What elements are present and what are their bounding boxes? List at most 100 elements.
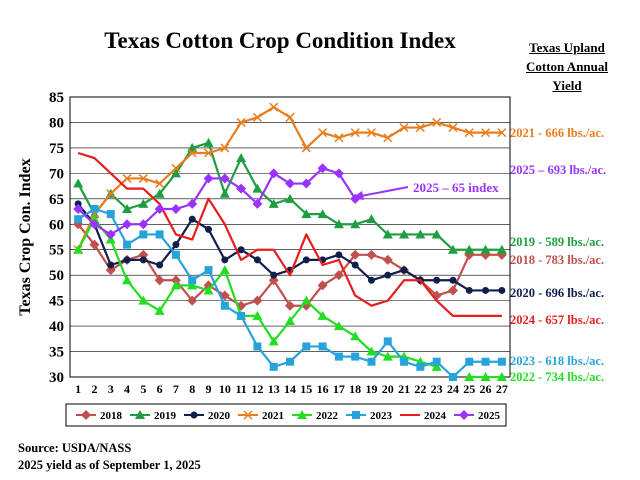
data-point-2022 (301, 295, 312, 305)
data-point-2018 (366, 249, 377, 260)
data-point-2025 (187, 198, 198, 209)
x-tick-label: 6 (157, 382, 163, 396)
data-point-2025 (138, 219, 149, 230)
marker-stroke (334, 133, 344, 143)
data-point-2025 (236, 183, 247, 194)
data-point-2021 (383, 133, 393, 143)
data-point-2023 (74, 215, 83, 224)
yield-label-2025: 2025 – 693 lbs./ac. (510, 163, 607, 177)
data-point-2020 (449, 276, 457, 284)
x-tick-label: 26 (480, 382, 492, 396)
data-point-2021 (138, 173, 148, 183)
data-point-2019 (301, 209, 312, 219)
data-point-2023 (155, 230, 164, 239)
data-point-2021 (415, 123, 425, 133)
legend-item-2023: 2023 (346, 410, 393, 422)
yield-label-2019: 2019 - 589 lbs./ac. (510, 235, 605, 249)
data-point-2019 (268, 198, 279, 208)
data-point-2023 (123, 240, 132, 249)
legend-marker (243, 410, 253, 420)
data-point-2019 (73, 178, 84, 188)
data-point-2021 (464, 128, 474, 138)
yield-date-note: 2025 yield as of September 1, 2025 (18, 458, 201, 472)
data-point-2022 (252, 310, 263, 320)
data-point-2018 (105, 265, 116, 276)
x-tick-label: 14 (284, 382, 296, 396)
data-point-2023 (171, 250, 180, 259)
marker-stroke (464, 128, 474, 138)
marker-stroke (481, 128, 491, 138)
y-tick-label: 70 (49, 166, 64, 182)
marker-stroke (399, 123, 409, 133)
annotation-arrowhead (352, 191, 364, 200)
data-point-2019 (382, 229, 393, 239)
data-point-2025 (170, 204, 181, 214)
legend-item-2025: 2025 (454, 410, 501, 422)
marker-stroke (366, 128, 377, 138)
y-tick-label: 80 (49, 115, 64, 131)
data-point-2019 (203, 137, 214, 147)
data-point-2021 (106, 189, 116, 199)
x-tick-label: 10 (219, 382, 231, 396)
marker-stroke (448, 123, 458, 133)
yield-label-2023: 2023 - 618 lbs./ac. (510, 354, 605, 368)
marker-stroke (122, 173, 132, 183)
series-2020 (74, 200, 506, 294)
legend-marker (81, 410, 91, 420)
data-point-2019 (480, 244, 491, 254)
data-point-2023 (139, 230, 148, 239)
x-tick-label: 16 (317, 382, 329, 396)
legend-item-2018: 2018 (76, 410, 123, 422)
data-point-2025 (122, 219, 133, 230)
data-point-2025 (89, 219, 100, 230)
legend-box (65, 403, 507, 427)
data-point-2019 (399, 229, 410, 239)
data-point-2021 (334, 133, 344, 143)
x-tick-label: 25 (463, 382, 475, 396)
annotation-2025: 2025 – 65 index (413, 180, 499, 195)
data-point-2020 (335, 251, 343, 259)
legend: 2018 2019 2020 2021 2022 2023 2024 2025 (76, 410, 501, 422)
x-tick-label: 18 (349, 382, 361, 396)
data-point-2025 (154, 204, 165, 214)
data-point-2019 (317, 209, 328, 219)
legend-label: 2020 (208, 410, 231, 422)
x-tick-label: 15 (300, 382, 312, 396)
data-point-2018 (382, 254, 393, 265)
legend-item-2020: 2020 (184, 410, 231, 422)
y-tick-label: 40 (49, 319, 64, 335)
legend-marker (352, 411, 360, 419)
data-point-2022 (170, 280, 181, 290)
series-2019 (73, 137, 507, 254)
plot-frame (69, 96, 511, 378)
data-point-2020 (156, 261, 164, 269)
data-point-2023 (351, 352, 360, 361)
data-point-2023 (367, 357, 376, 366)
x-tick-label: 21 (398, 382, 410, 396)
yield-panel-title-line: Cotton Annual (526, 59, 608, 74)
data-point-2019 (447, 244, 458, 254)
yield-label-2022: 2022 - 734 lbs./ac. (510, 370, 605, 384)
data-point-2023 (253, 342, 262, 351)
legend-label: 2023 (370, 410, 393, 422)
data-point-2019 (350, 219, 361, 229)
data-point-2020 (302, 256, 310, 264)
y-tick-label: 65 (49, 192, 64, 208)
data-point-2025 (285, 178, 295, 189)
data-point-2020 (74, 200, 82, 208)
x-tick-label: 9 (206, 382, 212, 396)
data-point-2023 (416, 362, 425, 371)
data-point-2019 (285, 193, 295, 203)
legend-label: 2025 (478, 410, 501, 422)
data-point-2018 (187, 295, 198, 306)
data-point-2022 (122, 275, 133, 285)
data-point-2022 (268, 336, 279, 346)
data-point-2018 (285, 300, 295, 311)
legend-label: 2018 (100, 410, 123, 422)
legend-label: 2021 (262, 410, 284, 422)
legend-item-2024: 2024 (400, 410, 447, 422)
data-point-2020 (498, 286, 506, 294)
series-line-2024 (77, 151, 502, 318)
data-point-2019 (252, 183, 263, 193)
legend-label: 2019 (154, 410, 177, 422)
